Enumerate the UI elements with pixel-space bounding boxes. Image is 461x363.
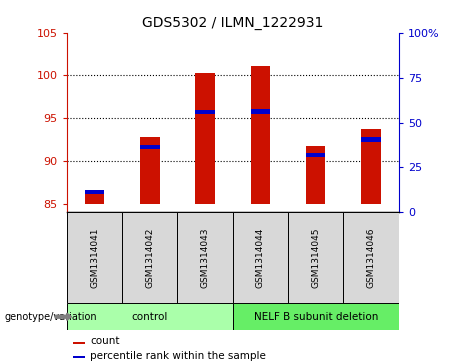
Bar (67, 212, 122, 303)
Bar (140, 137, 160, 204)
Bar (177, 212, 233, 303)
Bar (85, 190, 104, 194)
Bar (361, 138, 381, 142)
Title: GDS5302 / ILMN_1222931: GDS5302 / ILMN_1222931 (142, 16, 324, 30)
Bar (306, 153, 325, 157)
Bar (306, 147, 325, 204)
Bar (67, 303, 233, 330)
Text: GSM1314044: GSM1314044 (256, 228, 265, 288)
Bar (288, 212, 343, 303)
Bar (195, 73, 215, 204)
Bar (195, 110, 215, 114)
Bar (251, 109, 270, 114)
Text: genotype/variation: genotype/variation (5, 312, 97, 322)
Bar (140, 145, 160, 150)
Text: NELF B subunit deletion: NELF B subunit deletion (254, 312, 378, 322)
Text: count: count (90, 336, 119, 346)
Bar (233, 212, 288, 303)
Text: percentile rank within the sample: percentile rank within the sample (90, 351, 266, 360)
Bar (361, 129, 381, 204)
Bar (73, 356, 85, 358)
Bar (233, 303, 399, 330)
Text: GSM1314046: GSM1314046 (366, 228, 376, 288)
Bar (251, 66, 270, 204)
Bar (85, 195, 104, 204)
Text: control: control (132, 312, 168, 322)
Text: GSM1314042: GSM1314042 (145, 228, 154, 288)
Bar (122, 212, 177, 303)
Bar (343, 212, 399, 303)
Text: GSM1314045: GSM1314045 (311, 228, 320, 288)
Bar (73, 342, 85, 343)
Text: GSM1314043: GSM1314043 (201, 228, 210, 288)
Text: GSM1314041: GSM1314041 (90, 228, 99, 288)
